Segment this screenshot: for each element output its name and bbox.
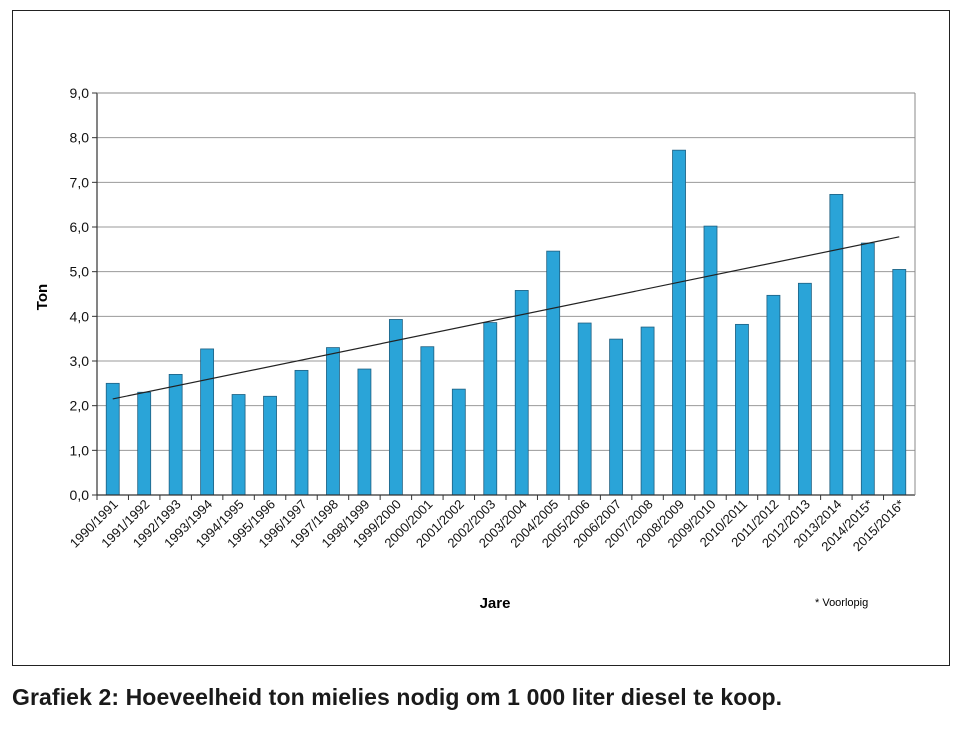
bar xyxy=(797,282,812,496)
y-tick-label: 5,0 xyxy=(70,264,90,280)
figure-caption: Grafiek 2: Hoeveelheid ton mielies nodig… xyxy=(12,684,783,710)
y-tick-label: 7,0 xyxy=(70,174,90,190)
y-tick-label: 6,0 xyxy=(70,219,90,235)
bar xyxy=(105,382,120,496)
bar xyxy=(294,369,309,496)
bar xyxy=(168,373,183,496)
bar xyxy=(860,242,875,496)
bar xyxy=(829,193,844,496)
bar xyxy=(514,290,529,496)
bar xyxy=(766,294,781,496)
y-tick-label: 1,0 xyxy=(70,442,90,458)
bar xyxy=(200,348,215,496)
bar xyxy=(451,388,466,496)
y-tick-label: 0,0 xyxy=(70,487,90,503)
bar xyxy=(735,323,749,496)
y-axis-title: Ton xyxy=(34,284,51,310)
bar xyxy=(892,269,907,496)
chart-frame: 0,0 1,0 2,0 3,0 4,0 5,0 6,0 7,0 8,0 9,0 1990/1991… xyxy=(12,10,950,666)
x-axis-title: Jare xyxy=(480,595,511,612)
bar xyxy=(263,395,277,496)
bar xyxy=(357,368,372,496)
bar xyxy=(672,149,686,496)
bar xyxy=(577,322,592,496)
y-tick-label: 2,0 xyxy=(70,398,90,414)
bar xyxy=(137,391,152,496)
bar xyxy=(326,347,340,496)
bar xyxy=(420,346,435,496)
y-tick-label: 9,0 xyxy=(70,85,90,101)
bar xyxy=(640,326,655,496)
bar xyxy=(388,319,403,496)
trend-line xyxy=(112,236,900,400)
bar xyxy=(609,338,624,496)
bar xyxy=(483,322,498,496)
y-tick-label: 3,0 xyxy=(70,353,90,369)
bar xyxy=(231,394,246,496)
bar-chart: 0,01,02,03,04,05,06,07,08,09,0 1990/1991… xyxy=(34,85,916,612)
bar xyxy=(703,225,718,496)
y-tick-label: 4,0 xyxy=(70,308,90,324)
footnote: * Voorlopig xyxy=(815,597,868,609)
bar xyxy=(546,250,561,496)
y-tick-label: 8,0 xyxy=(70,130,90,146)
